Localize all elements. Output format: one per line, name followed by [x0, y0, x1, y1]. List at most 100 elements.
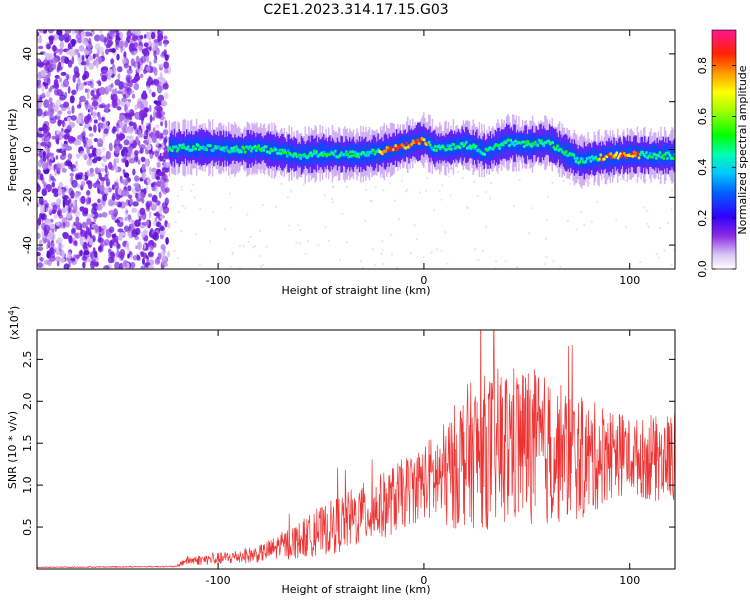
heatmap-speckle — [659, 180, 662, 183]
heatmap-noise-cell — [103, 38, 107, 46]
heatmap-noise-cell — [67, 86, 71, 94]
heatmap-noise-cell — [53, 214, 58, 220]
heatmap-noise-cell — [124, 225, 129, 232]
heatmap-speckle — [259, 229, 262, 232]
heatmap-speckle — [231, 253, 234, 256]
heatmap-noise-cell — [139, 147, 144, 154]
heatmap-noise-cell — [84, 31, 91, 37]
heatmap-speckle — [495, 260, 498, 263]
heatmap-ridge-cell — [425, 134, 428, 149]
heatmap-ridge-core — [667, 151, 671, 155]
heatmap-noise-cell — [61, 188, 65, 197]
heatmap-ridge-core — [522, 144, 526, 148]
heatmap-ridge-cell — [195, 136, 198, 158]
heatmap-ridge-core — [389, 146, 393, 150]
heatmap-noise-cell — [43, 224, 51, 233]
heatmap-noise-cell — [46, 43, 51, 50]
heatmap-speckle — [198, 263, 201, 266]
heatmap-noise-cell — [79, 82, 84, 91]
y-tick-label: 2.5 — [21, 351, 34, 369]
heatmap-ridge-core — [509, 138, 513, 142]
heatmap-ridge-cell — [372, 143, 374, 163]
heatmap-speckle — [361, 266, 364, 269]
heatmap-noise-cell — [128, 121, 134, 127]
heatmap-speckle — [180, 230, 183, 233]
heatmap-noise-cell — [46, 232, 54, 240]
heatmap-ridge-core — [248, 145, 252, 149]
heatmap-noise-cell — [48, 158, 53, 166]
heatmap-ridge-cell — [600, 150, 603, 165]
heatmap-noise-cell — [59, 94, 66, 101]
x-tick-label: 0 — [420, 274, 427, 287]
heatmap-noise-cell — [126, 101, 131, 108]
heatmap-noise-cell — [126, 87, 133, 96]
heatmap-noise-cell — [163, 92, 169, 100]
heatmap-ridge-core — [174, 145, 178, 149]
heatmap-speckle — [247, 240, 250, 243]
heatmap-noise-cell — [140, 103, 144, 112]
heatmap-speckle — [299, 242, 302, 245]
heatmap-noise-cell — [111, 48, 116, 53]
heatmap-ridge-core — [637, 156, 641, 160]
heatmap-noise-cell — [62, 119, 65, 128]
heatmap-noise-cell — [127, 151, 131, 158]
heatmap-noise-cell — [59, 104, 65, 108]
heatmap-ridge-cell — [318, 143, 320, 164]
heatmap-noise-cell — [56, 67, 60, 73]
heatmap-ridge-cell — [211, 137, 214, 159]
heatmap-noise-cell — [121, 189, 128, 197]
heatmap-noise-cell — [149, 244, 154, 251]
heatmap-speckle — [332, 185, 335, 188]
heatmap-ridge-core — [353, 150, 357, 154]
heatmap-ridge-core — [472, 143, 476, 147]
heatmap-speckle — [295, 241, 298, 244]
heatmap-speckle — [544, 263, 546, 266]
heatmap-noise-cell — [134, 150, 139, 156]
heatmap-noise-cell — [141, 92, 148, 100]
heatmap-noise-cell — [67, 206, 71, 214]
heatmap-noise-cell — [40, 201, 44, 206]
heatmap-ridge-core — [447, 147, 451, 151]
heatmap-noise-cell — [76, 222, 83, 231]
heatmap-noise-cell — [137, 241, 142, 251]
heatmap-noise-cell — [113, 158, 117, 167]
heatmap-ridge-cell — [446, 137, 449, 159]
heatmap-noise-cell — [66, 110, 72, 115]
heatmap-speckle — [292, 275, 294, 277]
heatmap-noise-cell — [160, 244, 166, 251]
heatmap-noise-cell — [131, 46, 137, 52]
heatmap-ridge-cell — [651, 144, 653, 167]
heatmap-noise-cell — [163, 68, 169, 74]
heatmap-noise-cell — [113, 66, 117, 75]
heatmap-noise-cell — [54, 256, 62, 262]
heatmap-ridge-cell — [435, 140, 437, 156]
heatmap-noise-cell — [130, 113, 133, 117]
heatmap-ridge-cell — [566, 142, 568, 165]
heatmap-noise-cell — [48, 35, 55, 41]
heatmap-noise-cell — [43, 147, 48, 152]
heatmap-noise-cell — [93, 124, 97, 133]
heatmap-noise-cell — [72, 167, 79, 172]
x-tick-label: 0 — [420, 574, 427, 587]
heatmap-noise-cell — [105, 43, 111, 49]
heatmap-ridge-cell — [583, 153, 586, 168]
heatmap-speckle — [331, 201, 334, 204]
heatmap-noise-cell — [142, 247, 149, 252]
heatmap-speckle — [646, 209, 649, 212]
heatmap-noise-cell — [61, 150, 67, 156]
heatmap-noise-cell — [153, 79, 160, 86]
heatmap-noise-cell — [103, 128, 109, 135]
heatmap-noise-cell — [153, 58, 158, 64]
heatmap-speckle — [530, 207, 533, 210]
heatmap-noise-cell — [75, 254, 80, 259]
heatmap-noise-cell — [116, 125, 120, 134]
heatmap-ridge-core — [507, 144, 512, 148]
heatmap-speckle — [302, 183, 305, 186]
heatmap-speckle — [341, 213, 344, 216]
heatmap-noise-cell — [155, 110, 162, 118]
heatmap-ridge-core — [177, 147, 181, 151]
heatmap-speckle — [398, 218, 401, 221]
heatmap-speckle — [180, 185, 183, 188]
heatmap-speckle — [374, 264, 377, 267]
heatmap-noise-cell — [77, 174, 83, 180]
